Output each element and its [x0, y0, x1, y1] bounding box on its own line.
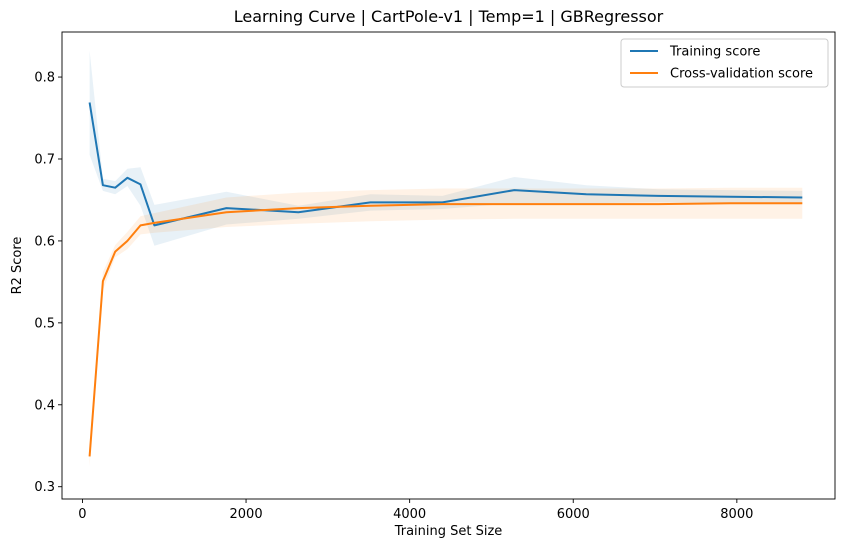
y-axis-label: R2 Score	[10, 237, 25, 295]
y-tick-label: 0.6	[34, 234, 55, 249]
legend-box	[620, 38, 829, 88]
series-line-training-score	[88, 102, 803, 227]
plot-area-frame	[61, 31, 836, 500]
y-tick-label: 0.5	[34, 316, 55, 331]
band-training-score	[89, 50, 803, 246]
y-tick-label: 0.3	[34, 480, 55, 495]
y-tick-label: 0.7	[34, 152, 55, 167]
band-cross-validation-score	[89, 187, 803, 467]
x-tick-label: 2000	[230, 507, 263, 522]
legend-label-cross-validation: Cross-validation score	[670, 67, 813, 82]
y-tick-label: 0.4	[34, 398, 55, 413]
x-tick-label: 4000	[393, 507, 426, 522]
y-tick-label: 0.8	[34, 71, 55, 86]
confidence-bands	[89, 50, 803, 467]
y-axis-ticks: 0.3 0.4 0.5 0.6 0.7 0.8	[34, 71, 62, 495]
x-tick-label: 0	[78, 507, 86, 522]
x-tick-label: 8000	[720, 507, 753, 522]
legend-label-training: Training score	[669, 45, 760, 60]
legend: Training score Cross-validation score	[620, 38, 829, 88]
x-axis-label: Training Set Size	[394, 524, 503, 539]
x-axis-ticks: 0 2000 4000 6000 8000	[78, 499, 753, 522]
series-line-cross-validation-score	[88, 202, 803, 457]
chart-title: Learning Curve | CartPole-v1 | Temp=1 | …	[234, 7, 664, 26]
x-tick-label: 6000	[557, 507, 590, 522]
series-lines	[88, 102, 803, 457]
